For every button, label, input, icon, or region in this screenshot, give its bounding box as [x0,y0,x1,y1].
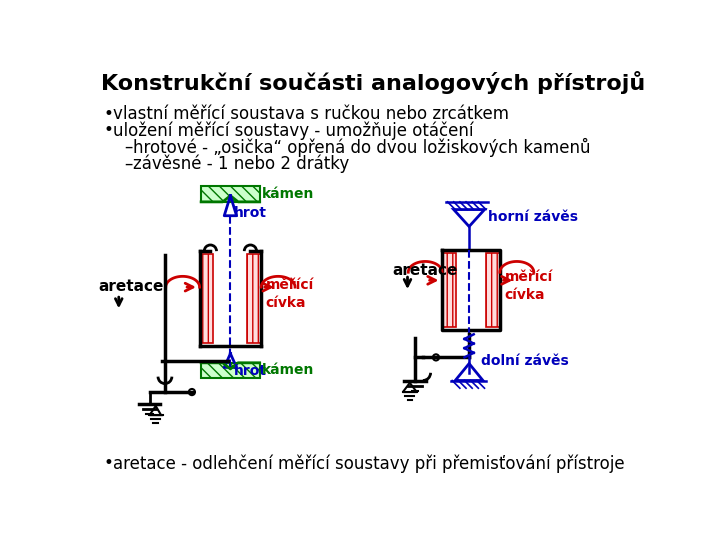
Text: hrot: hrot [234,206,267,220]
Text: kámen: kámen [262,363,315,377]
Text: vlastní měřící soustava s ručkou nebo zrcátkem: vlastní měřící soustava s ručkou nebo zr… [113,105,509,123]
Text: aretace: aretace [98,279,163,294]
Polygon shape [454,210,485,226]
Text: •: • [104,105,113,123]
Text: hrotové - „osička“ opřená do dvou ložiskových kamenů: hrotové - „osička“ opřená do dvou ložisk… [133,138,591,157]
Bar [201,363,260,378]
Text: uložení měřící soustavy - umožňuje otáčení: uložení měřící soustavy - umožňuje otáče… [113,121,474,139]
Text: aretace: aretace [392,264,457,279]
Text: –: – [124,138,132,156]
Text: Konstrukční součásti analogových přístrojů: Konstrukční součásti analogových přístro… [101,71,645,94]
Text: závěsné - 1 nebo 2 drátky: závěsné - 1 nebo 2 drátky [133,155,350,173]
Text: •: • [104,121,113,139]
Text: měřící
cívka: měřící cívka [505,269,553,302]
Text: •: • [104,455,113,472]
Bar [201,186,260,202]
Text: kámen: kámen [262,187,315,201]
Text: aretace - odlehčení měřící soustavy při přemisťování přístroje: aretace - odlehčení měřící soustavy při … [113,455,625,473]
Polygon shape [455,363,483,381]
Bar [442,253,456,327]
Bar [248,254,261,343]
Text: horní závěs: horní závěs [488,210,578,224]
Text: hrot: hrot [234,363,267,377]
Text: měřící
cívka: měřící cívka [266,278,314,310]
Text: dolní závěs: dolní závěs [481,354,568,368]
Text: –: – [124,155,132,173]
Bar [199,254,213,343]
Bar [486,253,500,327]
